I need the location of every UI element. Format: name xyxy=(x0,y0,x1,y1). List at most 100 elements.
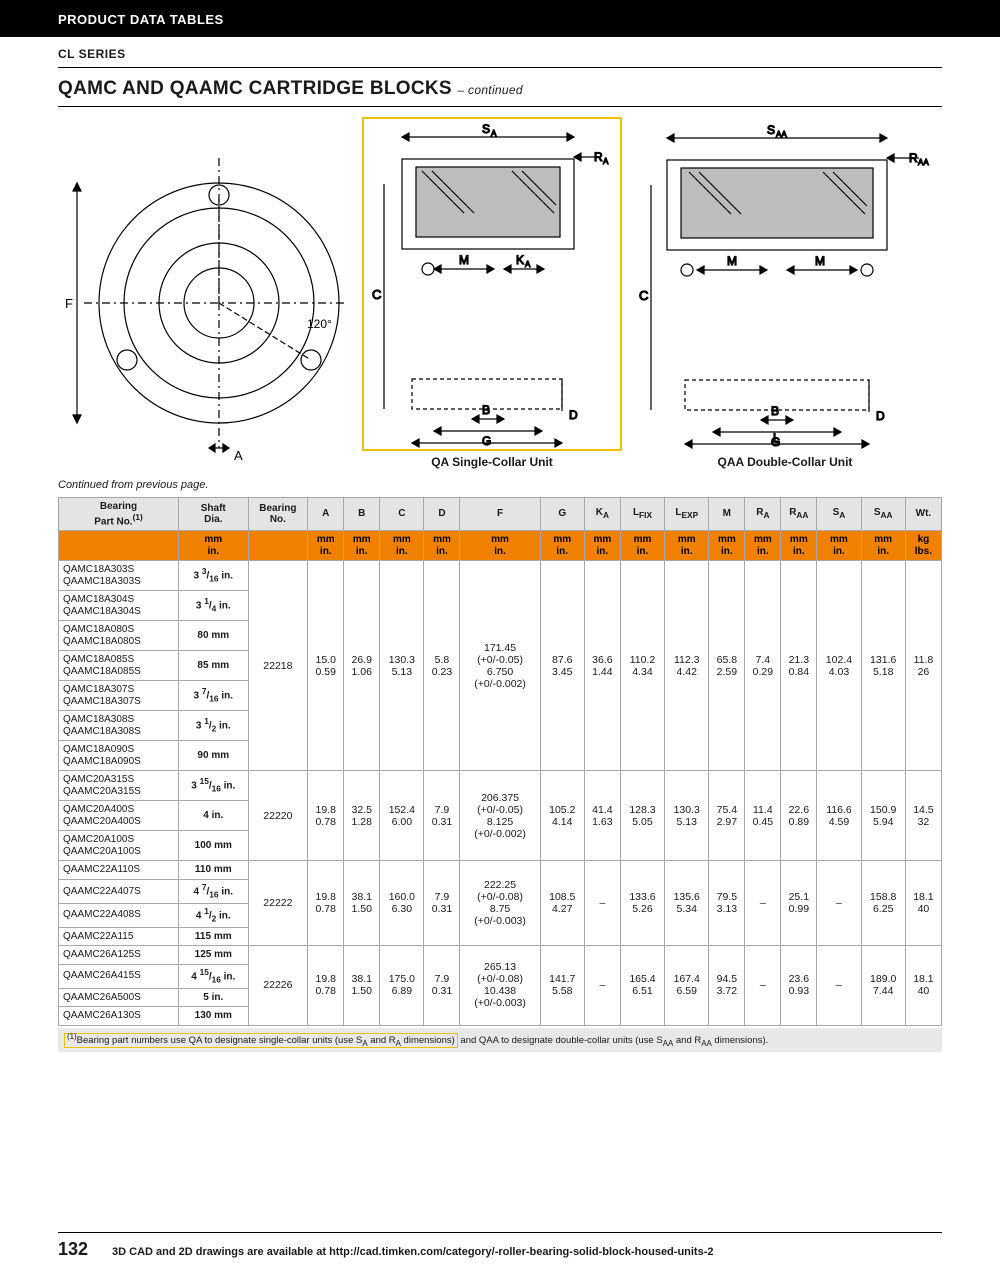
cell-part: QAMC18A085SQAAMC18A085S xyxy=(59,651,179,681)
unit-header xyxy=(248,531,308,561)
cell-dim: 7.40.29 xyxy=(745,561,781,771)
cell-dim: – xyxy=(584,946,620,1025)
cell-part: QAMC20A100SQAAMC20A100S xyxy=(59,831,179,861)
cell-part: QAAMC26A125S xyxy=(59,946,179,965)
cell-dim: 116.64.59 xyxy=(817,771,861,861)
series-label: CL SERIES xyxy=(0,37,1000,67)
cell-bearing-no: 22218 xyxy=(248,561,308,771)
col-header: SAA xyxy=(861,498,905,531)
col-header: LFIX xyxy=(620,498,664,531)
cell-dim: 206.375(+0/-0.05)8.125(+0/-0.002) xyxy=(460,771,540,861)
cell-part: QAAMC22A110S xyxy=(59,861,179,880)
cell-shaft: 3 1/4 in. xyxy=(179,591,248,621)
cell-dim: 108.54.27 xyxy=(540,861,584,946)
col-header: RA xyxy=(745,498,781,531)
cell-dim: 87.63.45 xyxy=(540,561,584,771)
unit-header xyxy=(59,531,179,561)
cell-dim: 65.82.59 xyxy=(709,561,745,771)
cell-shaft: 3 15/16 in. xyxy=(179,771,248,801)
cell-bearing-no: 22220 xyxy=(248,771,308,861)
cell-dim: 18.140 xyxy=(905,861,941,946)
cell-dim: 152.46.00 xyxy=(380,771,424,861)
unit-header: mmin. xyxy=(179,531,248,561)
unit-header: mmin. xyxy=(424,531,460,561)
cell-shaft: 90 mm xyxy=(179,741,248,771)
cell-shaft: 115 mm xyxy=(179,927,248,946)
svg-text:S: S xyxy=(767,123,775,137)
svg-text:S: S xyxy=(482,122,490,136)
col-header: ShaftDia. xyxy=(179,498,248,531)
header-row: BearingPart No.(1)ShaftDia.BearingNo.ABC… xyxy=(59,498,942,531)
unit-header: mmin. xyxy=(584,531,620,561)
cell-dim: 11.826 xyxy=(905,561,941,771)
diagram-row: F A 120° SA RA xyxy=(0,117,1000,473)
cell-dim: 23.60.93 xyxy=(781,946,817,1025)
cell-dim: – xyxy=(745,946,781,1025)
svg-text:M: M xyxy=(727,254,737,268)
col-header: RAA xyxy=(781,498,817,531)
cell-dim: 150.95.94 xyxy=(861,771,905,861)
cell-dim: 102.44.03 xyxy=(817,561,861,771)
unit-header: mmin. xyxy=(308,531,344,561)
cell-shaft: 5 in. xyxy=(179,988,248,1007)
cell-dim: 110.24.34 xyxy=(620,561,664,771)
svg-text:R: R xyxy=(594,150,603,164)
section-header: PRODUCT DATA TABLES xyxy=(0,0,1000,37)
cell-part: QAAMC26A500S xyxy=(59,988,179,1007)
footnote: (1)Bearing part numbers use QA to design… xyxy=(58,1028,942,1052)
cell-part: QAMC18A303SQAAMC18A303S xyxy=(59,561,179,591)
cell-dim: 130.35.13 xyxy=(380,561,424,771)
col-header: G xyxy=(540,498,584,531)
cell-dim: 171.45(+0/-0.05)6.750(+0/-0.002) xyxy=(460,561,540,771)
svg-text:D: D xyxy=(876,409,885,423)
cell-bearing-no: 22222 xyxy=(248,861,308,946)
svg-text:A: A xyxy=(525,260,531,269)
cell-part: QAMC18A090SQAAMC18A090S xyxy=(59,741,179,771)
data-table: BearingPart No.(1)ShaftDia.BearingNo.ABC… xyxy=(58,497,942,1026)
col-header: LEXP xyxy=(665,498,709,531)
cell-dim: 41.41.63 xyxy=(584,771,620,861)
cell-dim: 130.35.13 xyxy=(665,771,709,861)
cell-dim: – xyxy=(745,861,781,946)
cell-shaft: 80 mm xyxy=(179,621,248,651)
unit-header: mmin. xyxy=(620,531,664,561)
unit-header: mmin. xyxy=(380,531,424,561)
col-header: Wt. xyxy=(905,498,941,531)
cell-shaft: 85 mm xyxy=(179,651,248,681)
cell-part: QAAMC22A407S xyxy=(59,879,179,903)
cell-dim: – xyxy=(817,946,861,1025)
cell-dim: 25.10.99 xyxy=(781,861,817,946)
unit-header: mmin. xyxy=(460,531,540,561)
caption-qaa-double: QAA Double-Collar Unit xyxy=(636,451,934,469)
cell-dim: 189.07.44 xyxy=(861,946,905,1025)
col-header: BearingNo. xyxy=(248,498,308,531)
cell-shaft: 130 mm xyxy=(179,1007,248,1026)
cell-shaft: 4 in. xyxy=(179,801,248,831)
svg-text:R: R xyxy=(909,151,918,165)
svg-text:K: K xyxy=(516,253,524,267)
table-row: QAMC20A315SQAAMC20A315S3 15/16 in.222201… xyxy=(59,771,942,801)
unit-header: mmin. xyxy=(745,531,781,561)
cell-shaft: 3 1/2 in. xyxy=(179,711,248,741)
cell-dim: 165.46.51 xyxy=(620,946,664,1025)
cell-dim: 19.80.78 xyxy=(308,861,344,946)
col-header: M xyxy=(709,498,745,531)
cell-dim: 38.11.50 xyxy=(344,861,380,946)
cell-shaft: 4 7/16 in. xyxy=(179,879,248,903)
cell-part: QAAMC22A115 xyxy=(59,927,179,946)
cell-dim: 133.65.26 xyxy=(620,861,664,946)
unit-row: mmin.mmin.mmin.mmin.mmin.mmin.mmin.mmin.… xyxy=(59,531,942,561)
cell-dim: 19.80.78 xyxy=(308,771,344,861)
cell-part: QAMC20A400SQAAMC20A400S xyxy=(59,801,179,831)
cell-dim: – xyxy=(584,861,620,946)
cell-dim: 18.140 xyxy=(905,946,941,1025)
col-header: BearingPart No.(1) xyxy=(59,498,179,531)
cell-dim: 11.40.45 xyxy=(745,771,781,861)
cell-dim: 160.06.30 xyxy=(380,861,424,946)
svg-text:M: M xyxy=(459,253,469,267)
unit-header: mmin. xyxy=(817,531,861,561)
cell-part: QAMC18A307SQAAMC18A307S xyxy=(59,681,179,711)
cell-dim: 167.46.59 xyxy=(665,946,709,1025)
cell-dim: 7.90.31 xyxy=(424,771,460,861)
cell-dim: 21.30.84 xyxy=(781,561,817,771)
